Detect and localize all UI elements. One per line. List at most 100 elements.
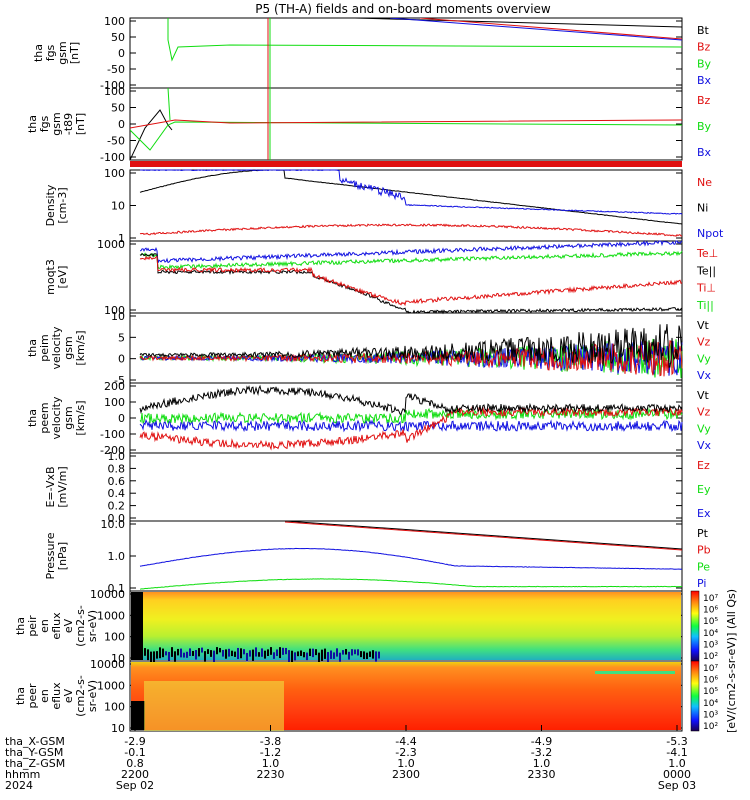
legend-entry: Pb <box>697 544 711 557</box>
peir-noise <box>177 648 179 656</box>
peir-noise <box>375 651 377 662</box>
peir-noise <box>342 650 344 655</box>
y-axis-label: eV <box>62 618 75 633</box>
peir-noise <box>261 648 263 657</box>
legend-entry: Te|| <box>696 264 716 277</box>
peir-noise <box>264 650 266 659</box>
y-tick-label: 100 <box>104 396 125 409</box>
y-axis-label: Pressure <box>44 532 57 579</box>
y-axis-label: tha <box>32 44 45 62</box>
x-tick-label: Sep 02 <box>116 779 154 792</box>
legend-entry: Bx <box>697 74 712 87</box>
peir-noise <box>189 648 191 657</box>
colorbar-tick: 10⁷ <box>703 664 718 674</box>
x-tick-label: 1.0 <box>262 757 280 770</box>
legend-entry: Bt <box>697 24 710 37</box>
peir-noise <box>306 652 308 661</box>
y-tick-label: 0 <box>118 47 125 60</box>
peir-noise <box>378 651 380 659</box>
y-tick-label: 1000 <box>97 609 125 622</box>
y-axis-label: tha <box>14 687 27 705</box>
peir-noise <box>315 649 317 656</box>
panel-frame-fgs <box>129 17 683 89</box>
legend-entry: Vx <box>697 369 712 382</box>
peir-noise <box>204 651 206 662</box>
y-axis-label: E=-VxB <box>44 466 57 507</box>
x-tick-label: -4.9 <box>531 735 552 748</box>
y-axis-label: [nPa] <box>56 542 69 570</box>
y-tick-label: -100 <box>100 79 125 92</box>
peir-noise <box>207 649 209 654</box>
y-axis-label: peem <box>38 402 51 433</box>
y-tick-label: 10.0 <box>101 518 126 531</box>
y-axis-label: tha <box>26 115 39 133</box>
Ti-perp-trace <box>139 255 683 307</box>
x-row-label: tha_X-GSM <box>5 735 65 748</box>
panel-frame-pressure <box>129 520 683 592</box>
x-tick-label: -0.1 <box>124 746 145 759</box>
y-tick-label: 50 <box>111 31 125 44</box>
peir-gap <box>131 592 143 660</box>
y-axis-label: peer <box>26 683 39 709</box>
y-axis-label: [cm-3] <box>56 187 69 223</box>
peir-noise <box>267 649 269 657</box>
y-tick-label: 0.4 <box>108 487 126 500</box>
colorbar <box>690 590 700 662</box>
y-tick-label: 100 <box>104 631 125 644</box>
colorbar-tick: 10⁵ <box>703 617 718 627</box>
peir-noise <box>171 647 173 657</box>
y-axis-label: gsm <box>50 112 63 135</box>
peir-noise <box>216 647 218 655</box>
x-row-label: 2024 <box>5 779 33 792</box>
y-tick-label: 0.6 <box>108 475 126 488</box>
peir-noise <box>186 651 188 658</box>
spike-g <box>167 88 171 121</box>
y-axis-label: [mV/m] <box>56 466 69 507</box>
y-tick-label: 100 <box>104 85 125 98</box>
peir-noise <box>354 649 356 655</box>
Te-perp-trace <box>139 239 683 264</box>
colorbar-tick: 10² <box>703 722 718 732</box>
legend-entry: Bx <box>697 146 712 159</box>
Pi-trace <box>139 547 683 570</box>
y-tick-label: 10 <box>111 310 125 323</box>
y-axis-label: tha <box>14 617 27 635</box>
peir-noise <box>243 649 245 655</box>
Pe-trace <box>139 578 682 590</box>
peir-noise <box>312 648 314 658</box>
Ti-par-trace <box>139 250 683 271</box>
y-tick-label: 0 <box>118 118 125 131</box>
y-tick-label: 10000 <box>90 588 125 601</box>
Te-par-trace <box>139 253 683 315</box>
mode-bar <box>130 161 682 167</box>
peir-noise <box>360 651 362 658</box>
x-tick-label: 1.0 <box>668 757 686 770</box>
y-axis-label: fgs <box>44 44 57 61</box>
legend-entry: Te⊥ <box>696 247 718 260</box>
legend-entry: Bz <box>697 94 711 107</box>
y-tick-label: 0 <box>118 412 125 425</box>
legend-entry: Vx <box>697 439 712 452</box>
colorbar-tick: 10² <box>703 652 718 662</box>
Bz-t89 <box>130 119 682 129</box>
y-tick-label: 1000 <box>97 679 125 692</box>
y-tick-label: 1 <box>118 232 125 245</box>
y-axis-label: (cm2-s- <box>74 675 87 717</box>
y-axis-label: tha <box>26 339 39 357</box>
y-tick-label: 10000 <box>90 658 125 671</box>
y-axis-label: velocity <box>50 396 63 439</box>
y-tick-label: 100 <box>104 15 125 28</box>
peir-noise <box>345 648 347 655</box>
y-axis-label: [nT] <box>68 42 81 64</box>
peir-noise <box>252 649 254 661</box>
peir-noise <box>228 648 230 657</box>
peir-noise <box>357 649 359 656</box>
legend-entry: Ex <box>697 507 711 520</box>
legend-entry: Ti|| <box>696 299 714 312</box>
x-tick-label: -1.2 <box>260 746 281 759</box>
peir-noise <box>201 647 203 653</box>
colorbar-tick: 10⁵ <box>703 687 718 697</box>
y-tick-label: 100 <box>104 304 125 317</box>
Bx-trace <box>389 18 682 41</box>
y-tick-label: -50 <box>107 135 125 148</box>
